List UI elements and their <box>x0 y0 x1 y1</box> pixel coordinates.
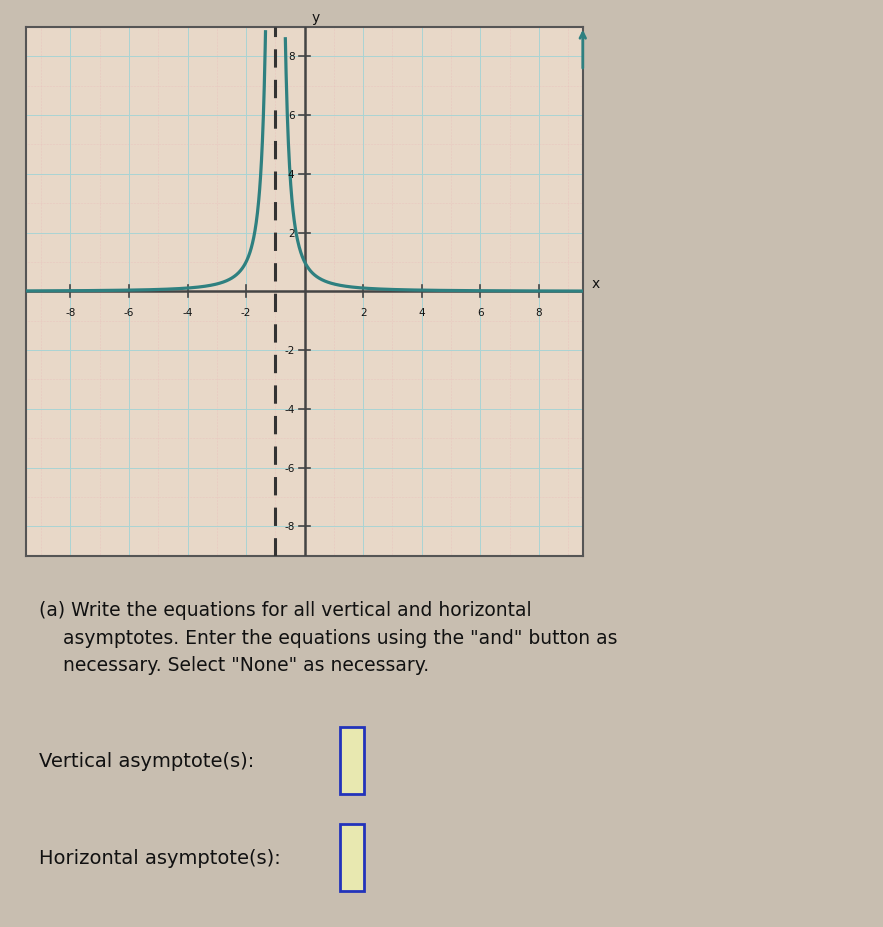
Text: -8: -8 <box>65 308 76 318</box>
Text: -8: -8 <box>284 522 294 532</box>
Text: 2: 2 <box>360 308 366 318</box>
Text: 8: 8 <box>288 52 294 62</box>
Text: 8: 8 <box>536 308 542 318</box>
FancyBboxPatch shape <box>340 728 364 794</box>
Text: x: x <box>592 276 600 290</box>
Text: y: y <box>312 11 321 25</box>
Text: -2: -2 <box>241 308 252 318</box>
Text: 6: 6 <box>288 111 294 121</box>
Text: 6: 6 <box>477 308 484 318</box>
Text: -4: -4 <box>284 404 294 414</box>
Text: -6: -6 <box>284 464 294 473</box>
Text: Horizontal asymptote(s):: Horizontal asymptote(s): <box>39 848 281 867</box>
Text: -4: -4 <box>182 308 192 318</box>
Text: 4: 4 <box>419 308 425 318</box>
Text: 4: 4 <box>288 170 294 180</box>
Text: (a) Write the equations for all vertical and horizontal
    asymptotes. Enter th: (a) Write the equations for all vertical… <box>39 601 617 674</box>
Text: Vertical asymptote(s):: Vertical asymptote(s): <box>39 752 254 770</box>
Text: 2: 2 <box>288 228 294 238</box>
Text: -6: -6 <box>124 308 134 318</box>
Text: -2: -2 <box>284 346 294 356</box>
FancyBboxPatch shape <box>340 824 364 891</box>
